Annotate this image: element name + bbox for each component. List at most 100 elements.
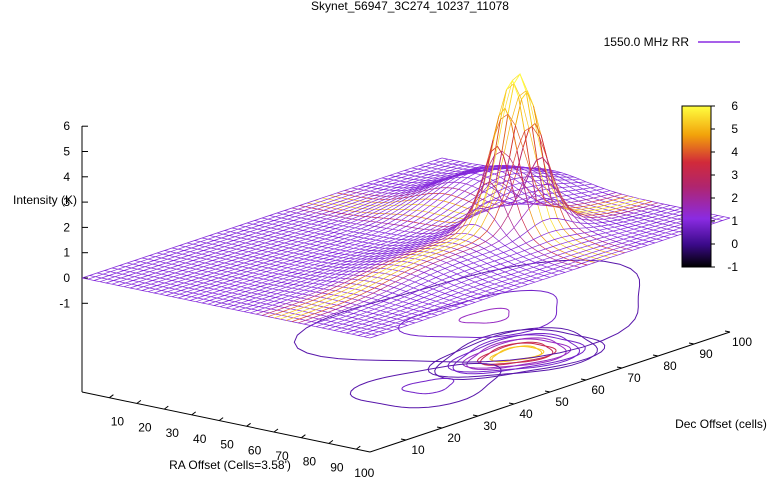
mesh-line-x	[345, 212, 707, 334]
mesh-line-x	[291, 125, 653, 322]
y-tick-mark	[400, 438, 407, 441]
mesh-peak-segment	[549, 183, 557, 190]
y-tick-mark	[616, 366, 623, 369]
mesh-line-x	[285, 90, 647, 321]
mesh-peak-segment	[516, 150, 524, 183]
mesh-peak-segment	[534, 123, 542, 135]
mesh-peak-segment	[527, 91, 534, 107]
chart-title: Skynet_56947_3C274_10237_11078	[311, 0, 509, 13]
y-axis-label: Dec Offset (cells)	[675, 417, 767, 431]
surface-mesh	[81, 73, 731, 339]
y-tick-mark	[688, 342, 695, 345]
mesh-line-x	[261, 150, 623, 316]
contour-line	[447, 332, 581, 373]
mesh-line-x	[135, 166, 497, 290]
mesh-line-x	[297, 165, 659, 324]
y-tick-label: 80	[663, 359, 677, 373]
mesh-line-x	[189, 165, 551, 301]
mesh-peak-segment	[542, 157, 549, 166]
mesh-peak-segment	[476, 207, 483, 210]
contour-line	[491, 346, 545, 363]
mesh-line-x	[201, 169, 563, 304]
mesh-peak-segment	[531, 126, 539, 166]
mesh-line-x	[339, 211, 701, 333]
z-axis-label: Intensity (K)	[13, 193, 77, 207]
y-tick-mark	[508, 402, 515, 405]
legend-label: 1550.0 MHz RR	[604, 35, 690, 49]
mesh-peak-segment	[524, 131, 531, 170]
mesh-line-x	[369, 217, 731, 339]
x-tick-label: 40	[193, 432, 207, 446]
contour-line	[458, 307, 510, 324]
mesh-peak-segment	[522, 128, 530, 148]
y-tick-mark	[436, 426, 443, 429]
y-tick-label: 10	[411, 443, 425, 457]
mesh-peak-segment	[495, 150, 503, 182]
mesh-line-x	[273, 83, 635, 319]
contour-line	[476, 341, 554, 365]
mesh-peak-segment	[501, 114, 509, 152]
mesh-peak-segment	[509, 176, 516, 200]
mesh-peak-segment	[548, 164, 555, 181]
colorbar: -1 0 1 2 3 4 5 6	[681, 99, 738, 274]
mesh-line-x	[327, 208, 689, 330]
contour-line	[349, 362, 502, 409]
mesh-line-x	[117, 164, 479, 286]
mesh-peak-segment	[515, 99, 522, 126]
mesh-peak-segment	[518, 96, 525, 132]
mesh-line-x	[309, 205, 671, 326]
y-tick-mark	[652, 354, 659, 357]
x-tick-label: 20	[138, 420, 152, 434]
mesh-peak-segment	[525, 90, 533, 127]
mesh-peak-segment	[500, 89, 507, 120]
mesh-peak-segment	[507, 83, 515, 115]
y-tick-label: 90	[699, 347, 713, 361]
x-axis-label: RA Offset (Cells=3.58')	[169, 458, 291, 472]
mesh-peak-segment	[545, 171, 552, 201]
mesh-peak-segment	[540, 134, 548, 159]
mesh-peak-segment	[543, 183, 551, 185]
y-tick-label: 60	[591, 383, 605, 397]
contour-line	[397, 289, 558, 339]
x-tick-mark	[191, 411, 196, 416]
mesh-line-x	[279, 73, 641, 320]
mesh-line-x	[255, 181, 617, 315]
z-axis: -1 0 1 2 3 4 5 6 Intensity (K)	[13, 119, 88, 392]
z-tick-label: -1	[59, 296, 70, 310]
mesh-peak-segment	[522, 182, 530, 209]
mesh-peak-segment	[533, 105, 540, 138]
mesh-line-x	[87, 158, 449, 280]
mesh-peak-segment	[480, 169, 488, 195]
mesh-peak-segment	[486, 139, 494, 170]
mesh-peak-segment	[510, 121, 518, 151]
x-tick-mark	[328, 439, 334, 444]
contour-line	[452, 334, 586, 375]
x-tick-label: 50	[220, 438, 234, 452]
y-tick-mark	[472, 414, 479, 417]
y-tick-label: 30	[483, 419, 497, 433]
mesh-peak-segment	[519, 73, 527, 91]
mesh-line-x	[219, 178, 581, 308]
mesh-line-x	[111, 163, 473, 285]
y-tick-mark	[580, 378, 587, 381]
mesh-line-x	[315, 206, 677, 328]
x-tick-mark	[136, 399, 142, 404]
colorbar-tick-label: 4	[731, 145, 738, 159]
mesh-peak-segment	[491, 145, 498, 152]
x-axis-ticks: 10 20 30 40 50 60 70 80 90 100	[109, 394, 375, 480]
legend: 1550.0 MHz RR	[604, 35, 740, 49]
colorbar-tick-label: 2	[731, 191, 738, 205]
mesh-peak-segment	[509, 125, 516, 158]
mesh-line-x	[93, 160, 455, 281]
x-tick-label: 70	[275, 449, 289, 463]
mesh-line-x	[237, 186, 599, 311]
mesh-line-x	[81, 157, 443, 279]
mesh-peak-segment	[479, 167, 486, 189]
y-tick-label: 100	[732, 335, 752, 349]
z-tick-label: 1	[63, 246, 70, 260]
mesh-peak-segment	[512, 80, 519, 97]
mesh-peak-segment	[503, 155, 510, 177]
mesh-peak-segment	[497, 146, 504, 157]
mesh-peak-segment	[488, 155, 495, 186]
